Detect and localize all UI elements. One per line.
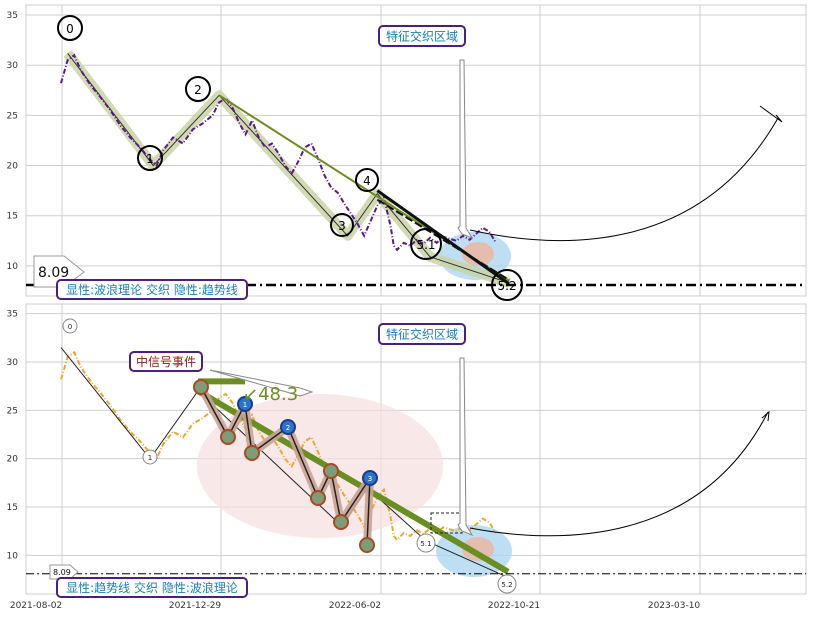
sub-wave-line <box>200 386 371 546</box>
projection-arrowhead <box>761 410 770 422</box>
x-tick-label: 2023-03-10 <box>648 601 701 611</box>
wave-point-label: 5.2 <box>497 279 516 293</box>
sub-wave-point <box>220 429 236 445</box>
event-arrow <box>209 369 314 397</box>
x-tick-label: 2022-06-02 <box>329 601 381 611</box>
projection-arrowhead <box>759 105 783 123</box>
sub-wave-point <box>280 419 296 435</box>
x-tick-label: 2022-10-21 <box>488 601 540 611</box>
price-series <box>60 53 497 252</box>
support-label: 8.09 <box>53 568 71 577</box>
y-tick-label: 20 <box>7 455 19 465</box>
wave-point-circle <box>62 318 78 334</box>
pointer-arrow <box>457 357 474 537</box>
y-tick-label: 15 <box>7 212 18 222</box>
wave-point-circle <box>497 574 517 594</box>
wave-point-label: 5.1 <box>420 540 431 548</box>
feature-tag-box <box>378 323 466 345</box>
sub-wave-point <box>244 445 260 461</box>
y-tick-label: 20 <box>7 162 19 172</box>
x-tick-label: 2021-12-29 <box>169 601 222 611</box>
wave-point-label: 0 <box>66 22 74 36</box>
feature-tag-box <box>378 25 466 47</box>
wave-point-circle <box>355 168 379 192</box>
wave-point-label: 1 <box>146 152 154 166</box>
wave-point-label: 1 <box>148 454 152 462</box>
wave-point-circle <box>416 533 436 553</box>
sub-wave-point-label: 1 <box>243 401 247 409</box>
feature-tag: 特征交织区域 <box>386 327 458 342</box>
method-tag: 显性:波浪理论 交织 隐性:趋势线 <box>66 282 238 297</box>
wave-point-label: 5.1 <box>416 238 435 252</box>
wave-point-circle <box>330 213 354 237</box>
feature-tag: 特征交织区域 <box>386 29 458 44</box>
wave-point-circle <box>57 15 83 41</box>
sub-wave-point-label: 3 <box>368 475 372 483</box>
intersection-blob-red <box>462 242 494 266</box>
y-tick-label: 30 <box>7 61 19 71</box>
sub-wave-point <box>310 490 326 506</box>
wave-point-label: 0 <box>68 323 72 331</box>
wave-point-label: 2 <box>194 83 202 97</box>
support-label: 8.09 <box>38 265 69 281</box>
sub-wave-point <box>193 379 209 395</box>
wave-line <box>67 52 510 284</box>
y-tick-label: 15 <box>7 503 18 513</box>
sub-wave-point-label: 2 <box>286 424 290 432</box>
wave-point-circle <box>491 269 523 301</box>
wave-point-circle <box>142 449 158 465</box>
projection-arc <box>469 411 769 537</box>
y-tick-label: 10 <box>7 551 19 561</box>
sub-wave-point <box>362 470 378 486</box>
sub-wave-point <box>237 396 253 412</box>
signal-zone-ellipse <box>197 394 443 538</box>
y-tick-label: 35 <box>7 11 18 21</box>
pointer-arrow <box>457 59 474 240</box>
y-tick-label: 25 <box>7 111 18 121</box>
method-tag-box <box>56 279 248 300</box>
method-tag-box <box>56 577 248 598</box>
wave-point-label: 3 <box>338 219 346 233</box>
method-tag: 显性:趋势线 交织 隐性:波浪理论 <box>66 580 238 595</box>
sub-wave-point <box>323 463 339 479</box>
support-label-arrow <box>49 564 79 580</box>
y-tick-label: 30 <box>7 358 19 368</box>
wave-point-label: 5.2 <box>501 581 512 589</box>
sub-wave-point <box>359 537 375 553</box>
event-tag: 中信号事件 <box>136 354 196 369</box>
wave-point-circle <box>137 145 163 171</box>
intersection-blob-red <box>462 537 494 561</box>
sub-wave-point <box>333 514 349 530</box>
y-tick-label: 25 <box>7 406 18 416</box>
x-tick-label: 2021-08-02 <box>10 601 62 611</box>
trendline <box>376 189 510 286</box>
projection-arc <box>469 117 779 242</box>
event-tag-box <box>129 351 203 372</box>
trendline-dashed <box>376 198 510 281</box>
wave-point-circle <box>410 228 442 260</box>
wave-point-label: 4 <box>363 174 371 188</box>
percent-label: ↙48.3 <box>243 384 298 405</box>
y-tick-label: 10 <box>7 262 19 272</box>
y-tick-label: 35 <box>7 310 18 320</box>
wave-point-circle <box>185 76 211 102</box>
